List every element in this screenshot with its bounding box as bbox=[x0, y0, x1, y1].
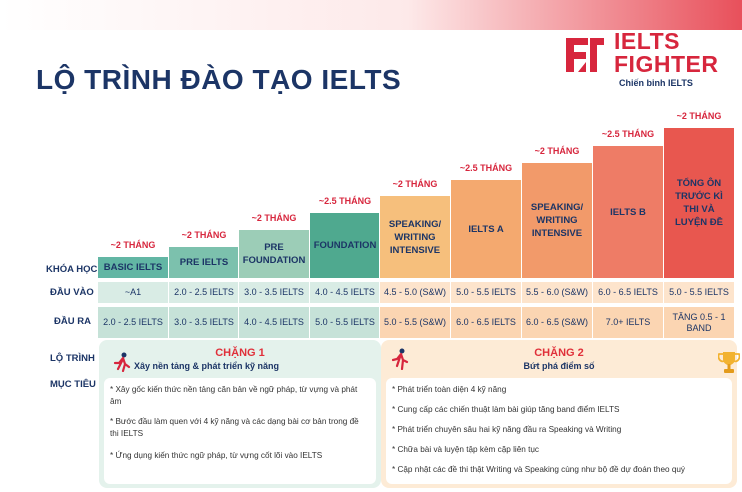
goal-text: Cập nhật các đề thi thật Writing và Spea… bbox=[397, 465, 686, 474]
goal-text: Xây gốc kiến thức nền tảng căn bản về ng… bbox=[110, 385, 358, 406]
goal-item: * Xây gốc kiến thức nền tảng căn bản về … bbox=[110, 384, 368, 407]
goal-text: Phát triển chuyên sâu hai kỹ năng đầu ra… bbox=[397, 425, 622, 434]
course-bar: SPEAKING/ WRITING INTENSIVE bbox=[522, 163, 592, 278]
course-name: BASIC IELTS bbox=[103, 262, 163, 273]
stage1-goals-box bbox=[104, 378, 376, 484]
course-output: 5.0 - 5.5 (S&W) bbox=[380, 306, 450, 338]
course-input: 6.0 - 6.5 IELTS bbox=[593, 281, 663, 303]
course-input: 4.5 - 5.0 (S&W) bbox=[380, 281, 450, 303]
logo-tagline: Chiến binh IELTS bbox=[619, 78, 693, 88]
bullet-icon: * bbox=[392, 445, 398, 454]
course-duration: ~2 THÁNG bbox=[251, 213, 297, 223]
column-divider bbox=[592, 128, 593, 338]
course-bar: BASIC IELTS bbox=[98, 257, 168, 278]
course-output: TĂNG 0.5 - 1 BAND bbox=[664, 306, 734, 338]
stage2-title: CHẶNG 2 bbox=[534, 347, 584, 359]
course-bar: IELTS B bbox=[593, 146, 663, 278]
bullet-icon: * bbox=[110, 451, 116, 460]
course-input: 4.0 - 4.5 IELTS bbox=[310, 281, 380, 303]
course-input: 5.0 - 5.5 IELTS bbox=[664, 281, 734, 303]
course-name: SPEAKING/ WRITING INTENSIVE bbox=[530, 202, 584, 239]
bullet-icon: * bbox=[392, 405, 398, 414]
goal-item: * Chữa bài và luyện tập kèm cặp liên tục bbox=[392, 444, 728, 456]
goal-text: Bước đầu làm quen với 4 kỹ năng và các d… bbox=[110, 417, 359, 438]
goal-text: Ứng dụng kiến thức ngữ pháp, từ vựng cốt… bbox=[115, 451, 323, 460]
logo-line2: FIGHTER bbox=[614, 51, 719, 77]
course-name: TỔNG ÔN TRƯỚC KÌ THI VÀ LUYỆN ĐỀ bbox=[674, 178, 724, 228]
course-duration: ~2 THÁNG bbox=[676, 111, 722, 121]
course-name: PRE IELTS bbox=[179, 257, 229, 268]
course-input: 5.0 - 5.5 IELTS bbox=[451, 281, 521, 303]
column-divider bbox=[238, 128, 239, 338]
course-name: IELTS B bbox=[610, 206, 646, 218]
course-output: 2.0 - 2.5 IELTS bbox=[98, 306, 168, 338]
stage1-subtitle: Xây nền tảng & phát triển kỹ năng bbox=[134, 361, 280, 371]
stage2-subtitle: Bứt phá điểm số bbox=[523, 361, 595, 371]
course-duration: ~2.5 THÁNG bbox=[318, 196, 372, 206]
goal-item: * Cung cấp các chiến thuật làm bài giúp … bbox=[392, 404, 728, 416]
course-input: ~A1 bbox=[98, 281, 168, 303]
column-divider bbox=[450, 128, 451, 338]
goal-item: * Ứng dụng kiến thức ngữ pháp, từ vựng c… bbox=[110, 450, 368, 462]
course-bar: FOUNDATION bbox=[310, 213, 380, 278]
bullet-icon: * bbox=[110, 417, 116, 426]
course-duration: ~2.5 THÁNG bbox=[459, 163, 513, 173]
course-bar: IELTS A bbox=[451, 180, 521, 278]
course-output: 5.0 - 5.5 IELTS bbox=[310, 306, 380, 338]
ielts-fighter-logo-icon bbox=[566, 38, 604, 72]
bullet-icon: * bbox=[392, 465, 398, 474]
runner-icon bbox=[392, 348, 409, 370]
stage1-title: CHẶNG 1 bbox=[215, 347, 265, 359]
goal-text: Chữa bài và luyện tập kèm cặp liên tục bbox=[397, 445, 540, 454]
course-duration: ~2.5 THÁNG bbox=[601, 129, 655, 139]
bullet-icon: * bbox=[392, 425, 398, 434]
top-banner bbox=[0, 0, 742, 30]
row-label-input: ĐẦU VÀO bbox=[50, 287, 94, 298]
column-divider bbox=[663, 128, 664, 338]
logo-line1: IELTS bbox=[614, 28, 680, 54]
logo-text: IELTS FIGHTER bbox=[614, 30, 718, 76]
goal-item: * Cập nhật các đề thi thật Writing và Sp… bbox=[392, 464, 728, 476]
course-bar: TỔNG ÔN TRƯỚC KÌ THI VÀ LUYỆN ĐỀ bbox=[664, 128, 734, 278]
row-label-output: ĐẦU RA bbox=[54, 316, 91, 327]
goal-text: Phát triển toàn diện 4 kỹ năng bbox=[397, 385, 507, 394]
course-bar: PRE FOUNDATION bbox=[239, 230, 309, 278]
goal-item: * Phát triển chuyên sâu hai kỹ năng đầu … bbox=[392, 424, 728, 436]
course-output: 7.0+ IELTS bbox=[593, 306, 663, 338]
course-input: 3.0 - 3.5 IELTS bbox=[239, 281, 309, 303]
course-name: SPEAKING/ WRITING INTENSIVE bbox=[388, 218, 442, 256]
course-name: PRE FOUNDATION bbox=[242, 242, 306, 266]
course-output: 6.0 - 6.5 (S&W) bbox=[522, 306, 592, 338]
row-label-goal: MỤC TIÊU bbox=[50, 379, 96, 390]
row-label-course: KHÓA HỌC bbox=[46, 264, 98, 275]
goal-text: Cung cấp các chiến thuật làm bài giúp tă… bbox=[397, 405, 620, 414]
column-divider bbox=[379, 128, 380, 338]
course-output: 4.0 - 4.5 IELTS bbox=[239, 306, 309, 338]
column-divider bbox=[168, 128, 169, 338]
column-divider bbox=[309, 128, 310, 338]
course-name: FOUNDATION bbox=[313, 240, 377, 251]
runner-icon bbox=[113, 352, 131, 372]
column-divider bbox=[521, 128, 522, 338]
goal-item: * Phát triển toàn diện 4 kỹ năng bbox=[392, 384, 728, 396]
course-duration: ~2 THÁNG bbox=[110, 240, 156, 250]
page-title: LỘ TRÌNH ĐÀO TẠO IELTS bbox=[36, 64, 402, 95]
course-duration: ~2 THÁNG bbox=[392, 179, 438, 189]
stage2-goals-box bbox=[386, 378, 732, 484]
bullet-icon: * bbox=[110, 385, 116, 394]
course-duration: ~2 THÁNG bbox=[181, 230, 227, 240]
course-input: 2.0 - 2.5 IELTS bbox=[169, 281, 239, 303]
course-output: 3.0 - 3.5 IELTS bbox=[169, 306, 239, 338]
course-output: 6.0 - 6.5 IELTS bbox=[451, 306, 521, 338]
course-name: IELTS A bbox=[468, 223, 504, 235]
course-bar: SPEAKING/ WRITING INTENSIVE bbox=[380, 196, 450, 278]
goal-item: * Bước đầu làm quen với 4 kỹ năng và các… bbox=[110, 416, 368, 439]
bullet-icon: * bbox=[392, 385, 398, 394]
course-bar: PRE IELTS bbox=[169, 247, 239, 278]
course-input: 5.5 - 6.0 (S&W) bbox=[522, 281, 592, 303]
course-duration: ~2 THÁNG bbox=[534, 146, 580, 156]
trophy-icon bbox=[718, 352, 740, 373]
row-label-roadmap: LỘ TRÌNH bbox=[50, 353, 95, 364]
